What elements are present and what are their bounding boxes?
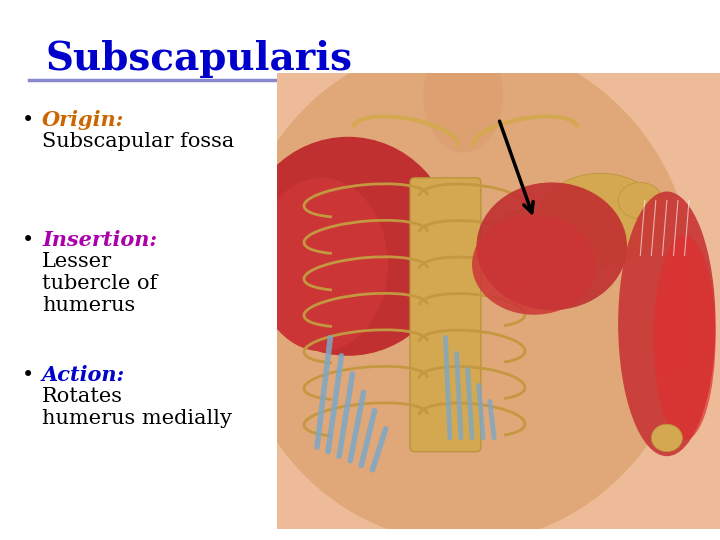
Text: Origin:: Origin: — [42, 110, 125, 130]
Ellipse shape — [242, 137, 454, 356]
Ellipse shape — [255, 178, 388, 351]
Text: Rotates: Rotates — [42, 387, 123, 406]
Text: •: • — [22, 110, 35, 130]
Ellipse shape — [423, 39, 503, 153]
Text: Action:: Action: — [42, 365, 125, 385]
Ellipse shape — [539, 173, 662, 265]
Text: Subscapularis: Subscapularis — [45, 40, 352, 78]
Ellipse shape — [618, 183, 662, 219]
Text: humerus: humerus — [42, 296, 135, 315]
Text: Insertion:: Insertion: — [42, 230, 157, 250]
Text: Lesser: Lesser — [42, 252, 112, 271]
Ellipse shape — [618, 192, 716, 456]
Ellipse shape — [472, 214, 596, 315]
Ellipse shape — [477, 183, 627, 310]
Ellipse shape — [230, 41, 696, 540]
Ellipse shape — [652, 424, 683, 451]
FancyBboxPatch shape — [410, 178, 481, 451]
Text: •: • — [22, 230, 35, 250]
Text: Subscapular fossa: Subscapular fossa — [42, 132, 234, 151]
Text: 42: 42 — [680, 513, 700, 528]
Text: tubercle of: tubercle of — [42, 274, 157, 293]
Text: •: • — [22, 365, 35, 385]
Text: humerus medially: humerus medially — [42, 409, 232, 428]
Ellipse shape — [654, 235, 716, 440]
